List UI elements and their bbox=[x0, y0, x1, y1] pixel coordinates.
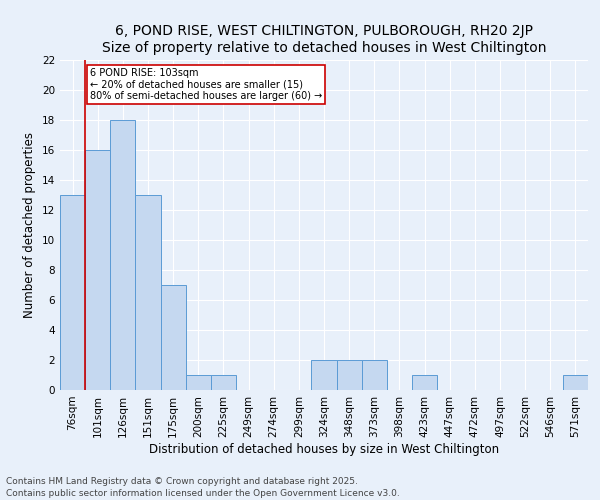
Bar bbox=[563, 375, 588, 390]
Bar bbox=[362, 360, 387, 390]
Bar bbox=[60, 195, 85, 390]
Bar bbox=[337, 360, 362, 390]
Bar bbox=[110, 120, 136, 390]
Bar bbox=[211, 375, 236, 390]
Title: 6, POND RISE, WEST CHILTINGTON, PULBOROUGH, RH20 2JP
Size of property relative t: 6, POND RISE, WEST CHILTINGTON, PULBOROU… bbox=[102, 24, 546, 54]
Text: 6 POND RISE: 103sqm
← 20% of detached houses are smaller (15)
80% of semi-detach: 6 POND RISE: 103sqm ← 20% of detached ho… bbox=[90, 68, 322, 100]
X-axis label: Distribution of detached houses by size in West Chiltington: Distribution of detached houses by size … bbox=[149, 442, 499, 456]
Bar bbox=[186, 375, 211, 390]
Bar bbox=[85, 150, 110, 390]
Bar bbox=[412, 375, 437, 390]
Bar bbox=[161, 285, 186, 390]
Y-axis label: Number of detached properties: Number of detached properties bbox=[23, 132, 37, 318]
Text: Contains HM Land Registry data © Crown copyright and database right 2025.
Contai: Contains HM Land Registry data © Crown c… bbox=[6, 476, 400, 498]
Bar bbox=[311, 360, 337, 390]
Bar bbox=[136, 195, 161, 390]
